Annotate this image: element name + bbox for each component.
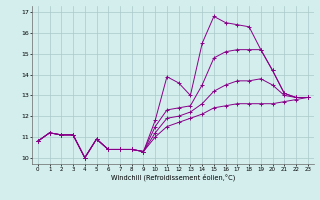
X-axis label: Windchill (Refroidissement éolien,°C): Windchill (Refroidissement éolien,°C)	[111, 174, 235, 181]
